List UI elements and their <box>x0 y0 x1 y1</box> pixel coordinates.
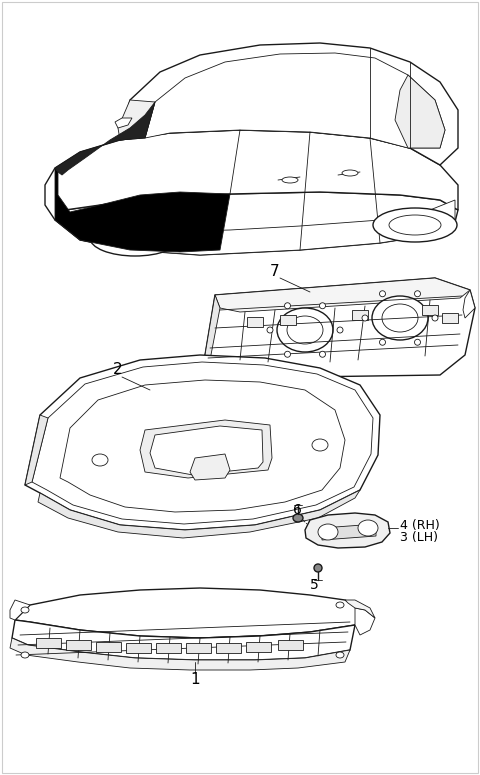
Polygon shape <box>32 362 373 524</box>
Bar <box>246 642 271 652</box>
Ellipse shape <box>337 327 343 333</box>
Bar <box>422 305 438 315</box>
Polygon shape <box>115 118 132 128</box>
Polygon shape <box>345 600 375 618</box>
Ellipse shape <box>21 607 29 613</box>
Bar <box>96 642 121 652</box>
Polygon shape <box>38 490 360 538</box>
Ellipse shape <box>372 296 428 340</box>
Ellipse shape <box>285 351 290 357</box>
Text: 4 (RH): 4 (RH) <box>400 518 440 532</box>
Ellipse shape <box>382 304 418 332</box>
Polygon shape <box>205 278 475 378</box>
Text: 3 (LH): 3 (LH) <box>400 531 438 543</box>
Bar <box>216 643 241 653</box>
Ellipse shape <box>320 303 325 308</box>
Text: 2: 2 <box>113 363 123 377</box>
Polygon shape <box>55 200 455 255</box>
Polygon shape <box>140 420 272 478</box>
Polygon shape <box>145 53 445 148</box>
Ellipse shape <box>314 564 322 572</box>
Polygon shape <box>60 380 345 512</box>
Bar <box>352 310 368 320</box>
Ellipse shape <box>342 170 358 176</box>
Ellipse shape <box>93 222 177 254</box>
Ellipse shape <box>21 652 29 658</box>
Ellipse shape <box>267 327 273 333</box>
Bar <box>280 315 296 325</box>
Ellipse shape <box>336 652 344 658</box>
Text: 5: 5 <box>310 578 319 592</box>
Ellipse shape <box>293 514 303 522</box>
Ellipse shape <box>380 339 385 345</box>
Polygon shape <box>55 192 458 255</box>
Polygon shape <box>55 102 155 175</box>
Ellipse shape <box>285 303 290 308</box>
Ellipse shape <box>358 520 378 536</box>
Ellipse shape <box>320 351 325 357</box>
Ellipse shape <box>373 208 457 242</box>
Ellipse shape <box>90 220 180 256</box>
Polygon shape <box>118 100 155 140</box>
Bar <box>126 643 151 653</box>
Bar <box>36 638 61 648</box>
Polygon shape <box>12 620 355 660</box>
Ellipse shape <box>277 308 333 352</box>
Ellipse shape <box>389 215 441 235</box>
Ellipse shape <box>415 291 420 297</box>
Polygon shape <box>463 290 475 318</box>
Text: 6: 6 <box>293 503 302 517</box>
Bar <box>278 640 303 650</box>
Polygon shape <box>45 130 458 220</box>
Polygon shape <box>305 513 390 548</box>
Ellipse shape <box>318 524 338 540</box>
Ellipse shape <box>432 315 438 321</box>
Polygon shape <box>205 295 220 360</box>
Ellipse shape <box>380 291 385 297</box>
Bar <box>66 640 91 650</box>
Ellipse shape <box>92 454 108 466</box>
Bar <box>247 317 263 327</box>
Polygon shape <box>10 600 30 620</box>
Polygon shape <box>215 278 470 312</box>
Ellipse shape <box>362 315 368 321</box>
Bar <box>186 643 211 653</box>
Polygon shape <box>15 588 365 638</box>
Ellipse shape <box>287 316 323 344</box>
Polygon shape <box>25 355 380 530</box>
Ellipse shape <box>107 227 163 249</box>
Ellipse shape <box>375 210 455 240</box>
Polygon shape <box>322 524 376 540</box>
Text: 7: 7 <box>270 264 280 280</box>
Bar <box>156 643 181 653</box>
Ellipse shape <box>312 439 328 451</box>
Ellipse shape <box>282 177 298 183</box>
Ellipse shape <box>336 602 344 608</box>
Bar <box>442 313 458 323</box>
Polygon shape <box>25 415 48 485</box>
Ellipse shape <box>415 339 420 345</box>
Polygon shape <box>355 608 375 635</box>
Polygon shape <box>198 355 215 372</box>
Polygon shape <box>120 43 458 165</box>
Polygon shape <box>150 426 263 475</box>
Polygon shape <box>10 638 350 670</box>
Polygon shape <box>395 75 445 148</box>
Polygon shape <box>55 168 230 252</box>
Polygon shape <box>190 454 230 480</box>
Text: 1: 1 <box>190 673 200 687</box>
